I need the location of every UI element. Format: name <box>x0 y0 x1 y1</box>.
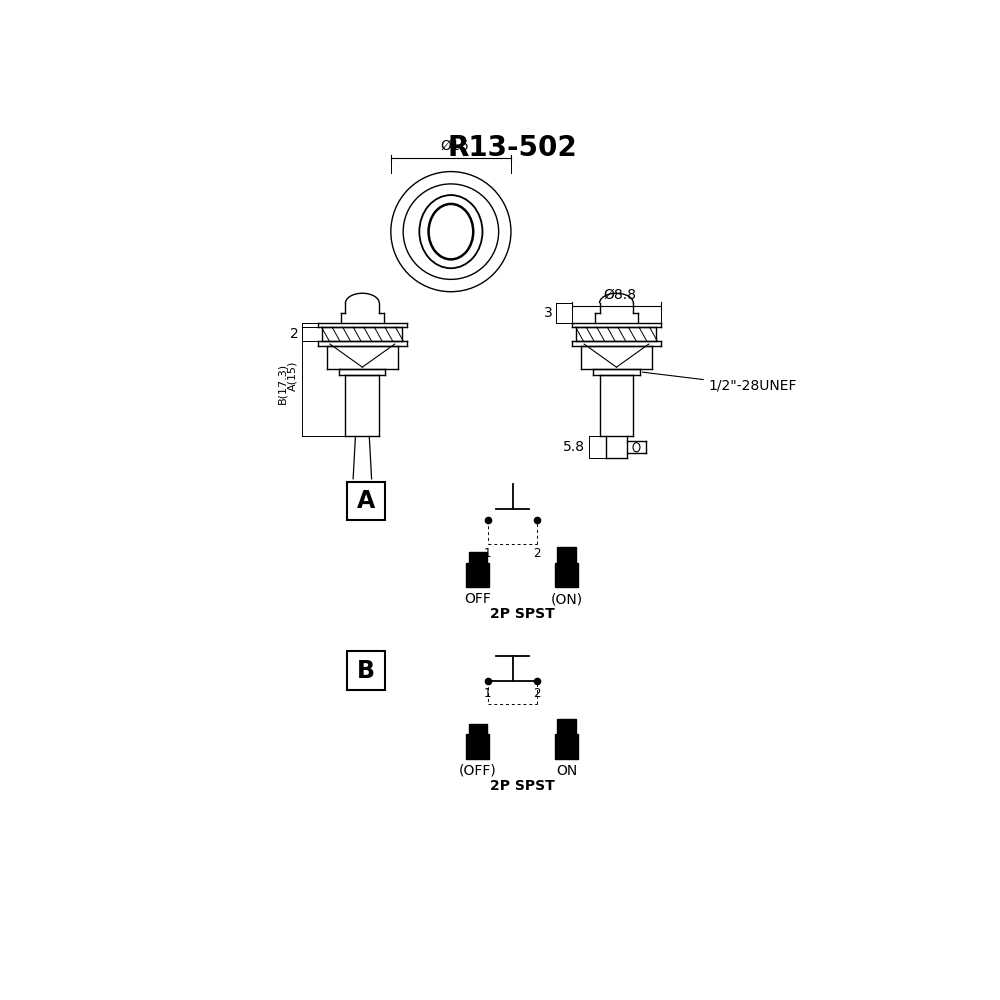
Text: B(17.3): B(17.3) <box>277 363 287 404</box>
Bar <box>555 563 578 587</box>
Text: A(15): A(15) <box>288 360 298 391</box>
Text: (ON): (ON) <box>550 592 582 606</box>
Bar <box>469 724 487 734</box>
Bar <box>466 734 489 759</box>
Text: (OFF): (OFF) <box>459 764 497 778</box>
Text: 2P SPST: 2P SPST <box>490 607 554 621</box>
Text: ON: ON <box>556 764 577 778</box>
Bar <box>555 734 578 759</box>
Text: 1/2"-28UNEF: 1/2"-28UNEF <box>642 372 797 393</box>
Text: 5.8: 5.8 <box>563 440 585 454</box>
Text: Ø8.8: Ø8.8 <box>604 288 637 302</box>
Bar <box>469 552 487 563</box>
Text: OFF: OFF <box>464 592 491 606</box>
Text: 3: 3 <box>544 306 553 320</box>
Text: 2: 2 <box>290 327 298 341</box>
Bar <box>557 719 576 734</box>
Text: A: A <box>357 489 375 513</box>
Text: 1: 1 <box>484 547 492 560</box>
Text: 2P SPST: 2P SPST <box>490 779 554 793</box>
Bar <box>557 547 576 563</box>
Text: Ø16: Ø16 <box>440 139 469 153</box>
Text: R13-502: R13-502 <box>448 134 577 162</box>
Text: 2: 2 <box>533 547 541 560</box>
Bar <box>466 563 489 587</box>
Text: 2: 2 <box>533 687 541 700</box>
Text: 1: 1 <box>484 687 492 700</box>
Text: B: B <box>357 659 375 683</box>
